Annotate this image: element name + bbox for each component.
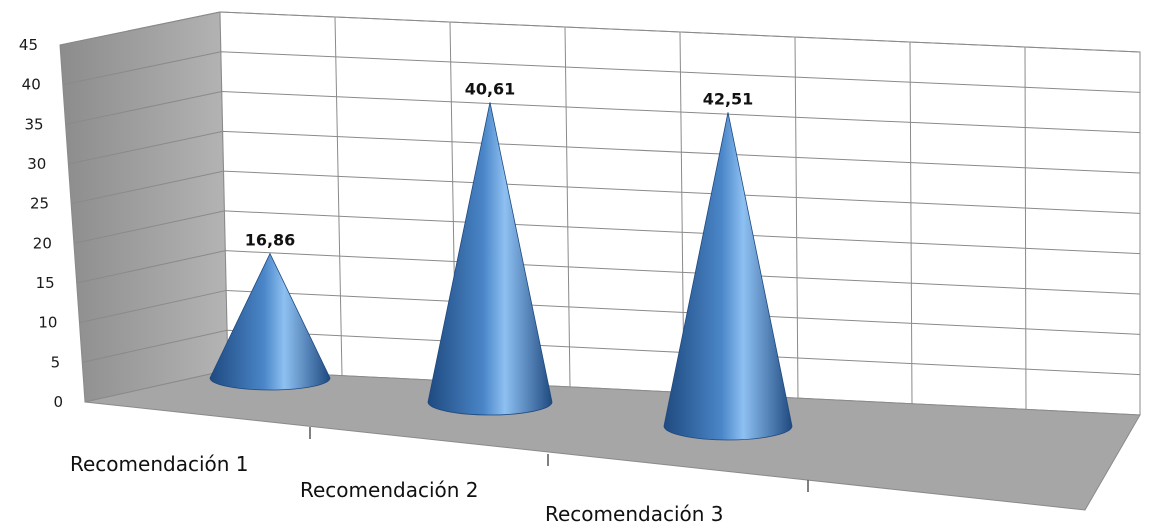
gridline: [65, 91, 1141, 134]
cone-base: [210, 366, 330, 390]
cone-body: [209, 252, 331, 391]
cone-2: [427, 102, 553, 416]
y-tick-label: 30: [27, 155, 46, 173]
cone-body: [427, 102, 553, 416]
gridline: [62, 51, 1141, 93]
x-category-label: Recomendación 2: [300, 478, 479, 502]
gridline: [76, 250, 1141, 295]
cones: [209, 102, 793, 441]
cone-body: [663, 112, 793, 441]
y-axis-ticks: 0 5 10 15 20 25 30 35 40 45: [19, 36, 63, 411]
gridline: [82, 329, 1141, 376]
y-tick-label: 0: [53, 393, 63, 411]
x-category-label: Recomendación 3: [545, 502, 724, 525]
y-tick-label: 40: [22, 76, 41, 94]
vertical-gridline: [909, 41, 913, 404]
y-tick-label: 10: [38, 314, 57, 332]
vertical-gridline: [564, 26, 571, 387]
cone-base: [428, 389, 552, 415]
cone-base: [664, 412, 792, 440]
y-tick-label: 20: [33, 234, 52, 252]
data-label: 42,51: [703, 89, 754, 108]
y-tick-label: 35: [24, 115, 43, 133]
y-tick-label: 25: [30, 195, 49, 213]
y-tick-label: 45: [19, 36, 38, 54]
vertical-gridline: [334, 16, 343, 376]
gridlines: [59, 11, 1141, 410]
gridline: [73, 210, 1141, 255]
side-wall: [59, 11, 229, 403]
x-axis-categories: Recomendación 1 Recomendación 2 Recomendac…: [70, 427, 809, 525]
data-labels: 16,86 40,61 42,51: [245, 79, 754, 249]
vertical-gridline: [1024, 46, 1027, 410]
gridline: [68, 130, 1141, 174]
cone-3: [663, 112, 793, 441]
gridline: [71, 170, 1141, 214]
data-label: 16,86: [245, 231, 296, 250]
vertical-gridline: [794, 36, 799, 399]
gridline: [79, 289, 1141, 335]
x-category-label: Recomendación 1: [70, 452, 249, 476]
floor: [84, 369, 1141, 511]
gridline: [59, 11, 1141, 53]
data-label: 40,61: [465, 79, 516, 98]
y-tick-label: 15: [36, 274, 55, 292]
cone-1: [209, 252, 331, 391]
y-tick-label: 5: [51, 353, 61, 371]
